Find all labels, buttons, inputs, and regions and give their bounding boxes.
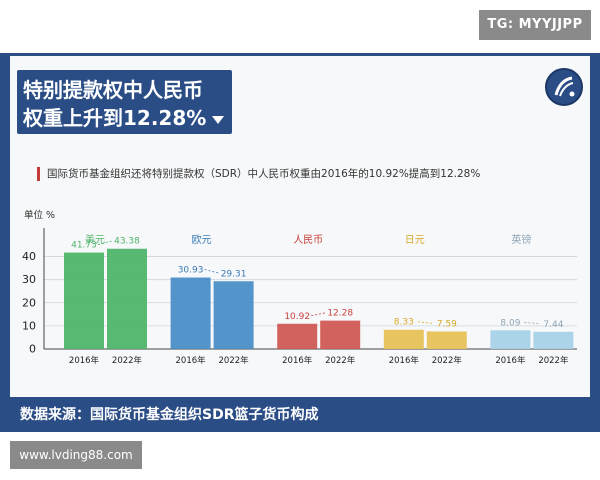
headline-line-1: 特别提款权中人民币 (23, 78, 203, 102)
x-tick-label: 2022年 (325, 355, 356, 366)
data-source: 数据来源：国际货币基金组织SDR篮子货币构成 (20, 407, 319, 423)
bar-value-label: 43.38 (114, 237, 140, 247)
trend-connector (97, 240, 114, 245)
chart-subtitle: 国际货币基金组织还将特别提款权（SDR）中人民币权重由2016年的10.92%提… (47, 168, 481, 180)
watermark-top: TG: MYYJJPP (479, 10, 591, 40)
bar-value-label: 41.73 (71, 241, 97, 251)
trend-connector (204, 269, 220, 274)
bar (64, 252, 104, 349)
bar-value-label: 8.09 (500, 318, 520, 328)
publisher-logo-icon (545, 68, 583, 106)
trend-connector (524, 321, 540, 325)
y-tick-label: 40 (22, 250, 36, 263)
bar (320, 320, 361, 349)
y-axis-label: 单位 % (24, 209, 55, 221)
x-tick-label: 2016年 (176, 355, 207, 366)
y-tick-label: 20 (22, 296, 36, 309)
series-name-label: 英镑 (511, 233, 531, 246)
bar-value-label: 30.93 (178, 266, 204, 276)
bar (490, 330, 531, 349)
series-name-label: 美元 (85, 233, 105, 246)
x-tick-label: 2022年 (112, 355, 143, 366)
bar (277, 323, 318, 349)
bar (426, 331, 467, 349)
x-tick-label: 2022年 (538, 355, 569, 366)
caret-down-icon (212, 116, 224, 124)
headline-box: 特别提款权中人民币 权重上升到12.28% (17, 70, 232, 134)
y-tick-label: 0 (29, 343, 36, 356)
x-tick-label: 2016年 (389, 355, 420, 366)
bar-value-label: 7.59 (437, 319, 457, 329)
bar-value-label: 12.28 (327, 309, 353, 319)
y-tick-label: 30 (22, 273, 36, 286)
bar (107, 248, 147, 349)
bar (383, 329, 424, 349)
x-tick-label: 2016年 (69, 355, 100, 366)
series-name-label: 日元 (405, 235, 425, 246)
x-tick-label: 2016年 (495, 355, 526, 366)
headline-line-2: 权重上升到12.28% (23, 106, 207, 130)
bar (170, 277, 211, 349)
bar-value-label: 10.92 (284, 312, 310, 322)
subtitle-accent (37, 167, 40, 181)
trend-connector (417, 321, 433, 324)
bar-value-label: 29.31 (221, 269, 247, 279)
bar (533, 331, 574, 349)
x-tick-label: 2016年 (282, 355, 313, 366)
bar-value-label: 7.44 (543, 320, 563, 330)
y-tick-label: 10 (22, 319, 36, 332)
series-name-label: 欧元 (192, 234, 212, 246)
x-tick-label: 2022年 (219, 355, 250, 366)
bar-value-label: 8.33 (394, 318, 414, 328)
x-tick-label: 2022年 (432, 355, 463, 366)
bar (213, 281, 254, 349)
watermark-bottom: www.lvding88.com (10, 441, 142, 469)
trend-connector (311, 312, 327, 317)
series-name-label: 人民币 (293, 234, 323, 246)
